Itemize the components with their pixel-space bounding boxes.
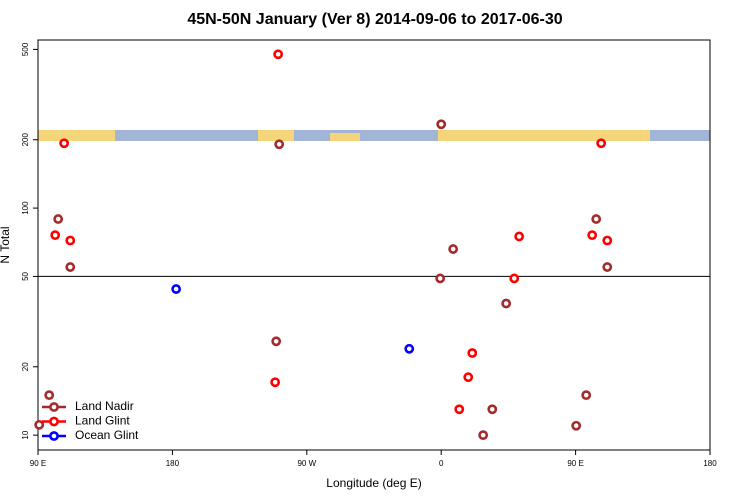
legend-label: Land Glint (75, 414, 130, 428)
y-tick-label: 500 (21, 42, 30, 56)
point (271, 336, 282, 347)
map-strip (38, 130, 710, 141)
point (463, 372, 474, 383)
y-axis-label: N Total (0, 226, 12, 263)
x-tick-label: 90 E (30, 459, 46, 468)
legend-label: Land Nadir (75, 399, 134, 413)
map-land (330, 133, 360, 141)
point (602, 262, 613, 272)
legend-marker (49, 402, 59, 412)
point (171, 284, 182, 294)
point (274, 139, 285, 150)
map-land (38, 130, 115, 141)
point (65, 262, 76, 272)
point (454, 404, 465, 415)
y-tick-label: 10 (21, 430, 30, 439)
x-tick-label: 90 W (297, 459, 316, 468)
point (467, 348, 478, 358)
y-tick-label: 50 (21, 271, 30, 280)
point (501, 298, 512, 309)
point (436, 119, 447, 130)
point (509, 273, 520, 284)
legend-label: Ocean Glint (75, 428, 139, 442)
point (581, 390, 592, 401)
x-tick-label: 0 (439, 459, 444, 468)
point (273, 49, 284, 60)
y-tick-label: 20 (21, 362, 30, 371)
point (270, 377, 281, 388)
point (478, 430, 489, 441)
point (448, 244, 459, 254)
point (587, 230, 598, 241)
point (435, 273, 446, 284)
point (34, 419, 45, 430)
legend-marker (49, 416, 59, 427)
x-tick-label: 180 (703, 459, 717, 468)
point (487, 404, 498, 415)
x-axis-label: Longitude (deg E) (326, 476, 421, 490)
point (591, 214, 602, 224)
map-land (438, 130, 650, 141)
point (514, 231, 525, 242)
y-tick-label: 200 (21, 133, 30, 147)
plot-frame (37, 39, 711, 451)
y-tick-label: 100 (21, 201, 30, 215)
point (404, 343, 415, 354)
point (59, 138, 70, 149)
point (602, 235, 613, 246)
point (50, 230, 61, 241)
chart-title: 45N-50N January (Ver 8) 2014-09-06 to 20… (187, 11, 562, 28)
x-tick-label: 180 (166, 459, 180, 468)
point (53, 214, 64, 224)
point (596, 138, 607, 149)
legend-marker (49, 431, 59, 441)
point (571, 420, 582, 431)
map-land (258, 130, 294, 141)
point (65, 235, 76, 246)
x-tick-label: 90 E (567, 459, 583, 468)
map-ocean (38, 130, 710, 141)
point (44, 390, 55, 401)
